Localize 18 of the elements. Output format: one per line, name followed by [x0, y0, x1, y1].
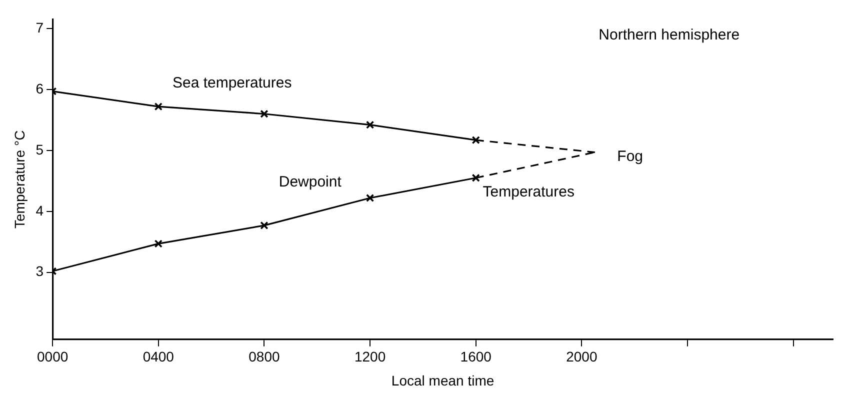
annotation: Sea temperatures: [172, 74, 292, 92]
x-tick-label: 0800: [248, 348, 280, 365]
x-tick-label: 0000: [37, 348, 68, 365]
x-tick-label: 2000: [566, 348, 598, 365]
annotation: Temperatures: [482, 183, 574, 200]
x-tick-label: 1600: [460, 348, 492, 365]
y-axis-title: Temperature °C: [11, 130, 28, 228]
x-tick-label: 0400: [142, 348, 174, 365]
y-tick-label: 3: [36, 263, 44, 280]
annotation: Dewpoint: [278, 174, 342, 191]
y-tick-label: 5: [36, 141, 44, 158]
annotation: Northern hemisphere: [598, 26, 740, 44]
y-tick-label: 6: [36, 80, 44, 96]
x-axis-title: Local mean time: [391, 372, 494, 388]
y-tick-label: 4: [36, 202, 44, 218]
x-tick-label: 1200: [354, 348, 386, 365]
y-tick-label: 7: [36, 19, 44, 36]
annotation: Fog: [617, 148, 644, 166]
